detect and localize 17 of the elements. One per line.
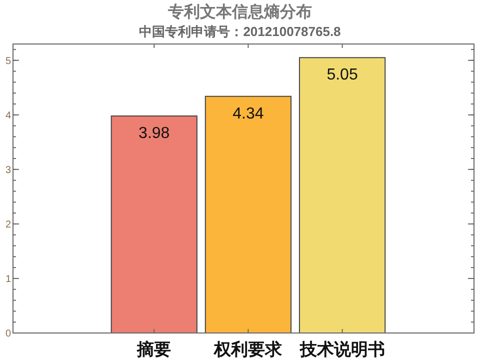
chart-subtitle: 中国专利申请号：201210078765.8 xyxy=(139,24,341,39)
y-tick-label: 0 xyxy=(5,328,12,340)
y-tick-label: 2 xyxy=(5,219,12,230)
data-label: 5.05 xyxy=(326,66,358,84)
y-tick-label: 4 xyxy=(5,110,12,122)
x-tick-label: 技术说明书 xyxy=(298,340,385,359)
y-tick-label: 5 xyxy=(5,56,12,67)
x-tick-label: 权利要求 xyxy=(213,340,284,359)
x-tick-label: 摘要 xyxy=(136,340,172,359)
bar xyxy=(110,115,198,334)
bar xyxy=(204,96,292,334)
y-tick-label: 3 xyxy=(5,164,12,176)
bar xyxy=(298,57,386,334)
data-label: 4.34 xyxy=(232,105,264,122)
y-tick-label: 1 xyxy=(5,274,12,285)
chart-title: 专利文本信息熵分布 xyxy=(167,3,312,21)
data-label: 3.98 xyxy=(138,124,170,142)
